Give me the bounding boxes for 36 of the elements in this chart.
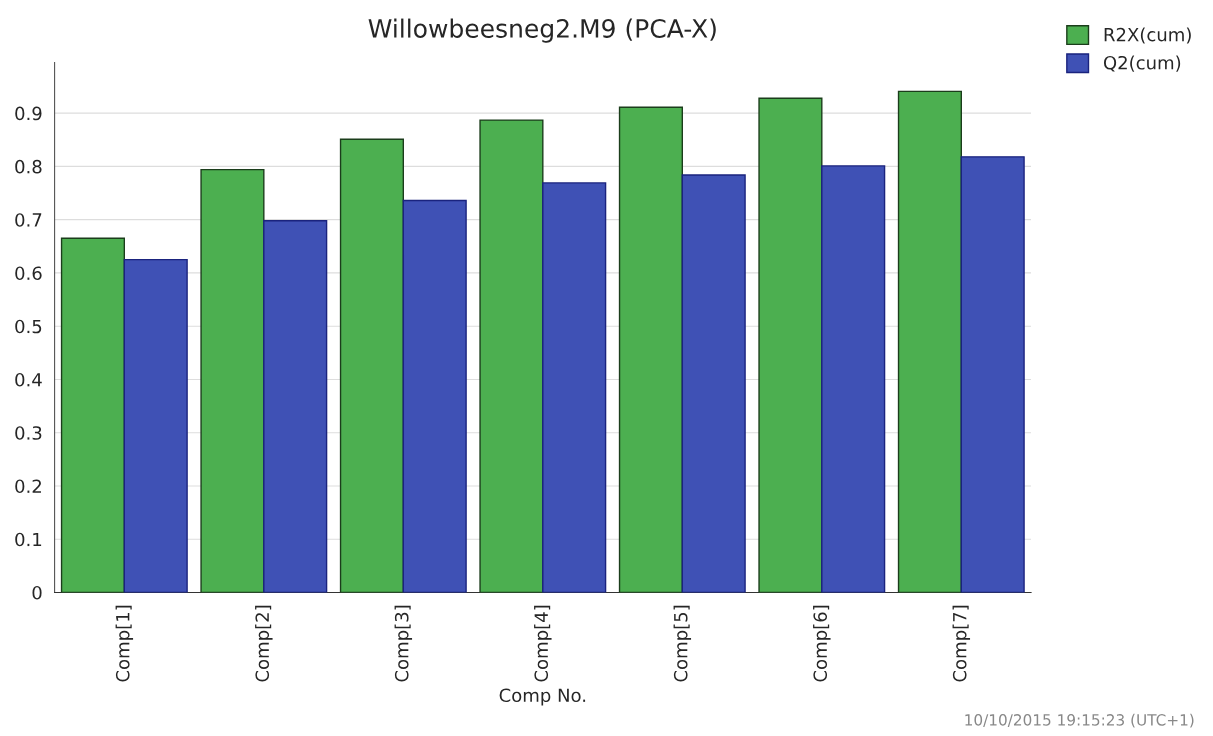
legend-label: Q2(cum) bbox=[1103, 55, 1181, 72]
x-tick-label: Comp[7] bbox=[952, 605, 971, 682]
bar bbox=[200, 168, 265, 593]
bar bbox=[339, 138, 405, 593]
chart-title: Willowbeesneg2.M9 (PCA-X) bbox=[368, 18, 716, 43]
x-tick-label: Comp[2] bbox=[255, 605, 273, 682]
bar bbox=[60, 237, 126, 593]
bar bbox=[542, 182, 607, 593]
bar bbox=[263, 220, 328, 593]
x-tick-label: Comp[6] bbox=[813, 605, 831, 682]
y-tick-label: 0 bbox=[32, 585, 42, 600]
bar bbox=[123, 258, 188, 593]
y-tick-label: 0.1 bbox=[15, 532, 42, 547]
bar bbox=[758, 97, 823, 593]
x-tick-label: Comp[4] bbox=[534, 605, 552, 682]
bar bbox=[479, 119, 544, 593]
x-tick-label: Comp[5] bbox=[673, 605, 692, 682]
y-tick-label: 0.2 bbox=[15, 479, 41, 494]
bar bbox=[402, 199, 467, 593]
bar bbox=[681, 174, 746, 593]
text: 10/10/2015 19:15:23 (UTC+1) bbox=[965, 713, 1194, 728]
x-axis-title: Comp No. bbox=[499, 688, 586, 706]
legend-label: R2X(cum) bbox=[1104, 27, 1191, 44]
y-tick-label: 0.3 bbox=[15, 426, 42, 440]
y-tick-label: 0.4 bbox=[15, 372, 42, 387]
bar bbox=[821, 165, 886, 593]
y-tick-label: 0.7 bbox=[15, 213, 42, 227]
x-tick-label: Comp[3] bbox=[394, 605, 413, 682]
y-tick-label: 0.5 bbox=[15, 319, 42, 334]
bar bbox=[618, 106, 684, 593]
y-tick-label: 0.8 bbox=[15, 159, 42, 174]
y-tick-label: 0.9 bbox=[15, 106, 42, 121]
x-tick-label: Comp[1] bbox=[115, 605, 134, 682]
bar bbox=[960, 156, 1025, 593]
bar bbox=[897, 90, 962, 593]
y-tick-label: 0.6 bbox=[15, 266, 42, 281]
